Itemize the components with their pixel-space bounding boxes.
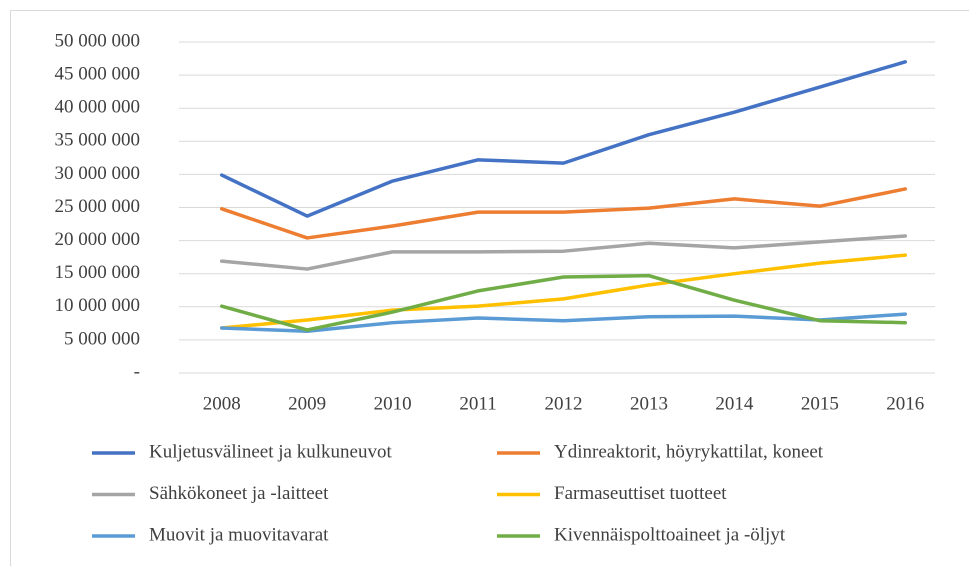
series-line <box>219 253 908 330</box>
y-tick-label: 10 000 000 <box>55 295 141 316</box>
legend-label: Kuljetusvälineet ja kulkuneuvot <box>149 441 392 462</box>
series-line <box>219 312 908 334</box>
legend-label: Sähkökoneet ja -laitteet <box>149 483 329 504</box>
y-tick-label: 30 000 000 <box>55 163 141 184</box>
x-tick-label: 2010 <box>374 393 412 414</box>
legend-label: Farmaseuttiset tuotteet <box>554 483 727 504</box>
y-tick-label: 50 000 000 <box>55 30 141 51</box>
chart-border <box>10 10 969 566</box>
x-tick-label: 2008 <box>203 393 241 414</box>
x-tick-label: 2015 <box>801 393 839 414</box>
y-tick-label: - <box>134 361 140 382</box>
series-line <box>219 187 908 240</box>
y-tick-label: 5 000 000 <box>64 328 140 349</box>
y-tick-label: 20 000 000 <box>55 229 141 250</box>
x-tick-label: 2014 <box>715 393 754 414</box>
y-tick-label: 15 000 000 <box>55 262 141 283</box>
x-tick-label: 2016 <box>886 393 924 414</box>
legend-label: Ydinreaktorit, höyrykattilat, koneet <box>554 441 824 462</box>
legend-label: Muovit ja muovitavarat <box>149 524 329 545</box>
series-line <box>219 60 908 218</box>
x-tick-label: 2012 <box>545 393 583 414</box>
x-tick-label: 2013 <box>630 393 668 414</box>
y-tick-label: 40 000 000 <box>55 97 141 118</box>
series-line <box>219 273 908 332</box>
y-tick-label: 45 000 000 <box>55 63 141 84</box>
series-line <box>219 234 908 271</box>
y-tick-label: 35 000 000 <box>55 130 141 151</box>
x-tick-label: 2009 <box>288 393 326 414</box>
x-tick-label: 2011 <box>459 393 496 414</box>
legend-label: Kivennäispolttoaineet ja -öljyt <box>554 524 786 545</box>
y-tick-label: 25 000 000 <box>55 196 141 217</box>
